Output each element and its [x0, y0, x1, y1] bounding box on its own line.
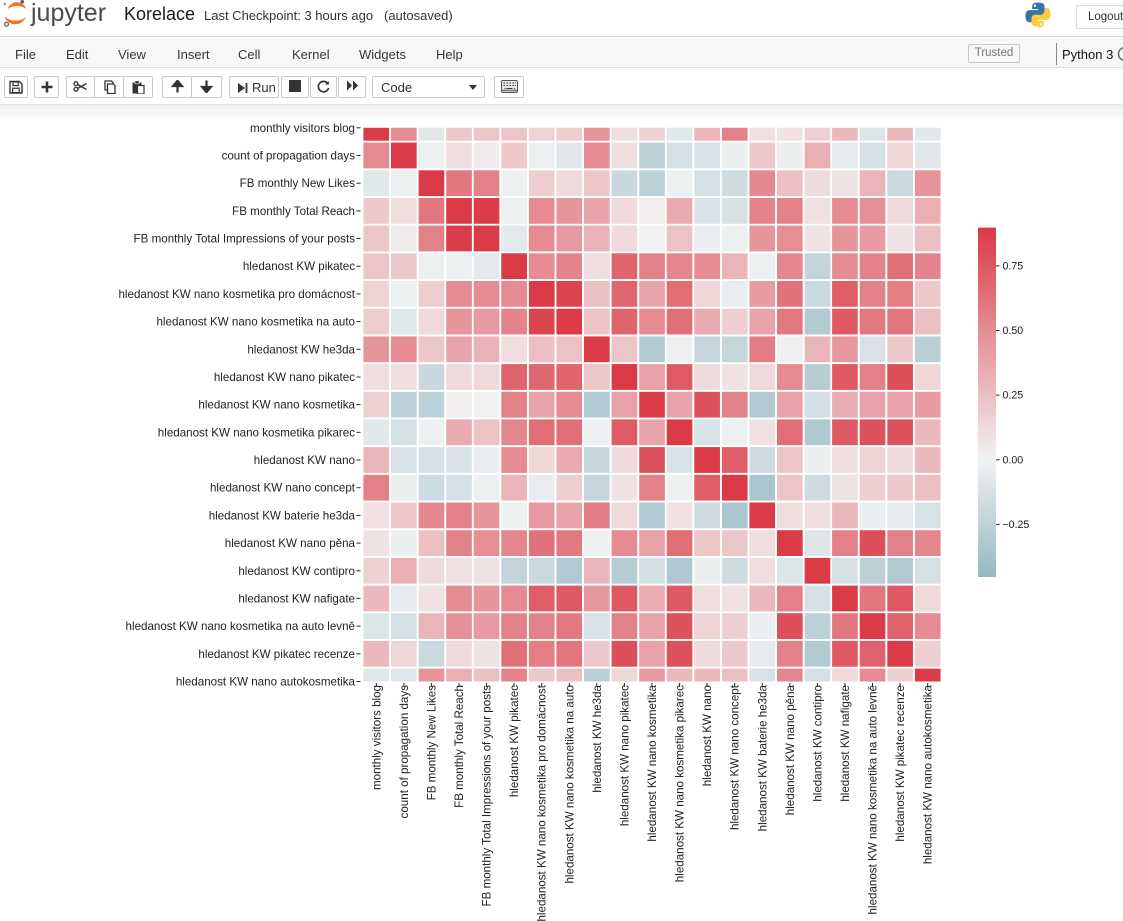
- svg-text:hledanost KW nano kosmetika: hledanost KW nano kosmetika: [198, 399, 355, 412]
- svg-text:hledanost KW nano pikatec: hledanost KW nano pikatec: [618, 685, 631, 826]
- svg-text:hledanost KW he3da: hledanost KW he3da: [247, 343, 355, 356]
- svg-text:hledanost KW pikatec: hledanost KW pikatec: [508, 685, 521, 797]
- svg-text:hledanost KW baterie he3da: hledanost KW baterie he3da: [209, 509, 356, 522]
- svg-text:hledanost KW nano kosmetika pr: hledanost KW nano kosmetika pro domácnos…: [118, 288, 355, 301]
- svg-text:FB monthly New Likes: FB monthly New Likes: [240, 177, 356, 190]
- svg-text:hledanost KW nano concept: hledanost KW nano concept: [210, 482, 356, 495]
- svg-text:0.75: 0.75: [1003, 261, 1024, 273]
- svg-text:0.50: 0.50: [1003, 325, 1024, 337]
- svg-text:hledanost KW nano kosmetika na: hledanost KW nano kosmetika na auto: [156, 316, 355, 329]
- svg-text:hledanost KW pikatec recenze: hledanost KW pikatec recenze: [894, 685, 907, 842]
- svg-text:hledanost KW nafigate: hledanost KW nafigate: [238, 592, 355, 605]
- svg-text:hledanost KW contipro: hledanost KW contipro: [238, 565, 355, 578]
- svg-text:hledanost KW nano pěna: hledanost KW nano pěna: [225, 537, 356, 550]
- svg-text:hledanost KW pikatec: hledanost KW pikatec: [243, 260, 355, 273]
- svg-text:hledanost KW nano autokosmetik: hledanost KW nano autokosmetika: [922, 684, 935, 864]
- svg-text:hledanost KW pikatec recenze: hledanost KW pikatec recenze: [198, 648, 355, 661]
- svg-text:count of propagation days: count of propagation days: [222, 150, 356, 163]
- svg-text:−0.25: −0.25: [1003, 519, 1030, 531]
- svg-text:FB monthly Total Reach: FB monthly Total Reach: [232, 205, 355, 218]
- svg-text:hledanost KW nano pikatec: hledanost KW nano pikatec: [214, 371, 355, 384]
- svg-text:hledanost KW nano kosmetika pr: hledanost KW nano kosmetika pro domácnos…: [536, 684, 549, 921]
- svg-text:hledanost KW nano: hledanost KW nano: [254, 454, 355, 467]
- svg-text:hledanost KW nano kosmetika na: hledanost KW nano kosmetika na auto levn…: [867, 685, 880, 914]
- svg-text:hledanost KW nano kosmetika pi: hledanost KW nano kosmetika pikarec: [674, 685, 687, 882]
- svg-text:hledanost KW nano pěna: hledanost KW nano pěna: [784, 684, 797, 815]
- svg-text:count of propagation days: count of propagation days: [398, 685, 411, 819]
- svg-text:hledanost KW nano kosmetika pi: hledanost KW nano kosmetika pikarec: [158, 426, 355, 439]
- svg-text:hledanost KW nano concept: hledanost KW nano concept: [729, 684, 742, 830]
- svg-text:hledanost KW nano autokosmetik: hledanost KW nano autokosmetika: [176, 676, 356, 689]
- svg-text:monthly visitors blog: monthly visitors blog: [370, 685, 383, 790]
- svg-text:hledanost KW contipro: hledanost KW contipro: [811, 685, 824, 802]
- svg-text:hledanost KW nafigate: hledanost KW nafigate: [839, 685, 852, 802]
- svg-text:hledanost KW nano kosmetika na: hledanost KW nano kosmetika na auto levn…: [126, 620, 355, 633]
- svg-text:hledanost KW nano kosmetika na: hledanost KW nano kosmetika na auto: [563, 685, 576, 884]
- svg-text:hledanost KW nano: hledanost KW nano: [701, 685, 714, 786]
- svg-text:0.00: 0.00: [1003, 454, 1024, 466]
- svg-text:monthly visitors blog: monthly visitors blog: [250, 122, 355, 135]
- svg-text:FB monthly Total Reach: FB monthly Total Reach: [453, 685, 466, 808]
- svg-text:FB monthly Total Impressions o: FB monthly Total Impressions of your pos…: [134, 233, 356, 246]
- svg-text:hledanost KW nano kosmetika: hledanost KW nano kosmetika: [646, 684, 659, 841]
- svg-text:FB monthly Total Impressions o: FB monthly Total Impressions of your pos…: [481, 685, 494, 907]
- svg-text:hledanost KW he3da: hledanost KW he3da: [591, 684, 604, 792]
- svg-text:0.25: 0.25: [1003, 390, 1024, 402]
- svg-text:hledanost KW baterie he3da: hledanost KW baterie he3da: [756, 684, 769, 831]
- svg-text:FB monthly New Likes: FB monthly New Likes: [425, 685, 438, 801]
